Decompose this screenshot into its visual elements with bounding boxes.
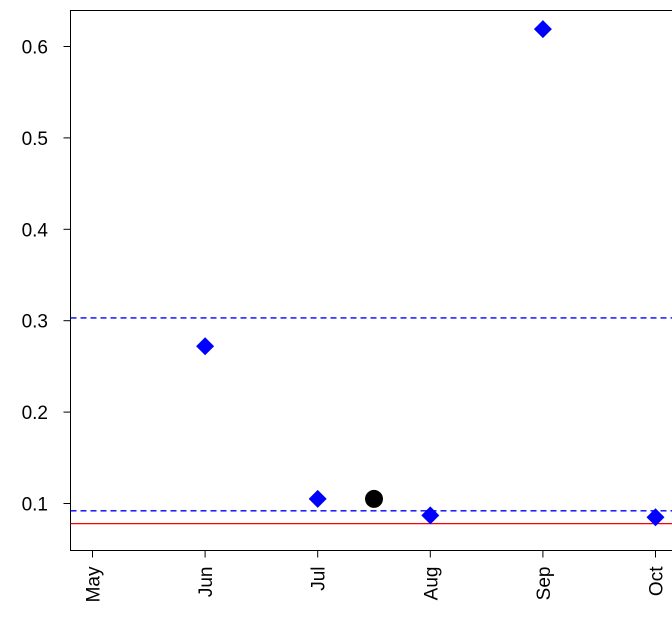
y-tick-label: 0.3 (22, 312, 48, 333)
x-axis: May Jun Jul Aug Sep Oct (84, 550, 668, 602)
data-point-diamond (421, 506, 440, 525)
x-tick-label: Aug (421, 567, 442, 601)
x-tick-label: Oct (647, 566, 668, 596)
y-axis: 0.1 0.2 0.3 0.4 0.5 0.6 (22, 38, 71, 516)
y-tick-label: 0.2 (22, 403, 48, 424)
y-tick-label: 0.6 (22, 38, 48, 59)
data-point-diamond (533, 20, 552, 39)
data-points (196, 20, 665, 527)
data-point-diamond (308, 489, 327, 508)
data-point-diamond (196, 337, 215, 356)
data-point-circle (365, 489, 383, 508)
reference-lines (70, 317, 672, 525)
x-tick-label: Jun (196, 567, 217, 598)
x-tick-label: Jul (309, 567, 330, 591)
y-tick-label: 0.5 (22, 129, 48, 150)
y-tick-label: 0.1 (22, 495, 48, 516)
data-point-diamond (646, 508, 665, 527)
y-tick-label: 0.4 (22, 220, 49, 241)
x-tick-label: Sep (534, 567, 555, 601)
plot-area (70, 10, 672, 551)
x-tick-label: May (84, 566, 105, 602)
